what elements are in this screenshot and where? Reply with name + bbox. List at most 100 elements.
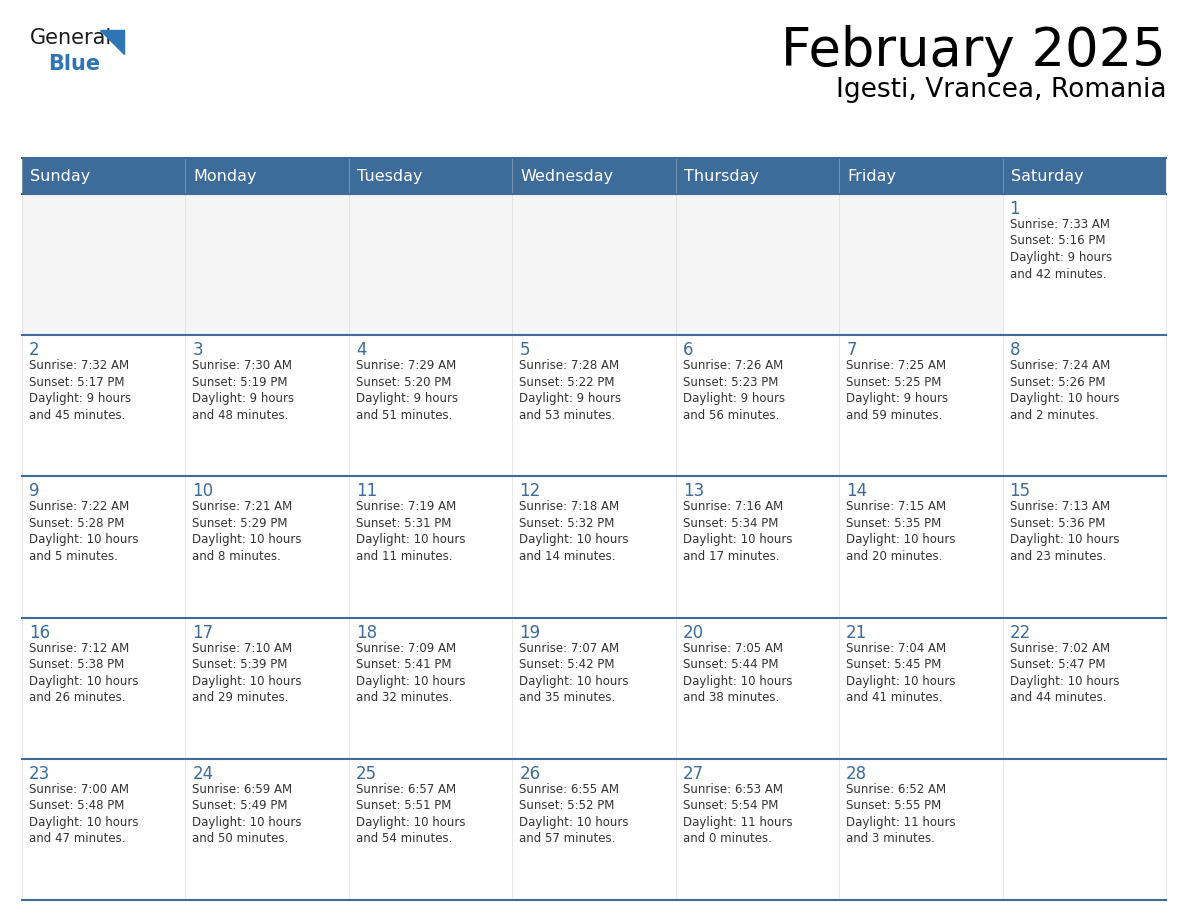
Text: Sunrise: 7:09 AM
Sunset: 5:41 PM
Daylight: 10 hours
and 32 minutes.: Sunrise: 7:09 AM Sunset: 5:41 PM Dayligh… [356,642,466,704]
Text: Sunrise: 6:57 AM
Sunset: 5:51 PM
Daylight: 10 hours
and 54 minutes.: Sunrise: 6:57 AM Sunset: 5:51 PM Dayligh… [356,783,466,845]
Text: 11: 11 [356,482,377,500]
Text: 27: 27 [683,765,703,783]
Bar [512,194,676,335]
Bar [185,759,349,900]
Text: Sunrise: 7:19 AM
Sunset: 5:31 PM
Daylight: 10 hours
and 11 minutes.: Sunrise: 7:19 AM Sunset: 5:31 PM Dayligh… [356,500,466,563]
Bar [23,335,185,476]
Text: Sunrise: 6:53 AM
Sunset: 5:54 PM
Daylight: 11 hours
and 0 minutes.: Sunrise: 6:53 AM Sunset: 5:54 PM Dayligh… [683,783,792,845]
Text: Sunrise: 7:12 AM
Sunset: 5:38 PM
Daylight: 10 hours
and 26 minutes.: Sunrise: 7:12 AM Sunset: 5:38 PM Dayligh… [29,642,139,704]
Text: 25: 25 [356,765,377,783]
Polygon shape [100,30,124,54]
Text: Sunrise: 7:26 AM
Sunset: 5:23 PM
Daylight: 9 hours
and 56 minutes.: Sunrise: 7:26 AM Sunset: 5:23 PM Dayligh… [683,359,785,421]
Bar [512,759,676,900]
Bar [1003,476,1165,618]
Text: Blue: Blue [48,54,100,74]
Bar [839,476,1003,618]
Bar [349,618,512,759]
Bar [1003,759,1165,900]
Text: 13: 13 [683,482,704,500]
Text: 28: 28 [846,765,867,783]
Text: Sunrise: 7:29 AM
Sunset: 5:20 PM
Daylight: 9 hours
and 51 minutes.: Sunrise: 7:29 AM Sunset: 5:20 PM Dayligh… [356,359,459,421]
Text: 16: 16 [29,623,50,642]
Text: 21: 21 [846,623,867,642]
Bar [512,618,676,759]
Text: Sunrise: 7:10 AM
Sunset: 5:39 PM
Daylight: 10 hours
and 29 minutes.: Sunrise: 7:10 AM Sunset: 5:39 PM Dayligh… [192,642,302,704]
Text: Sunrise: 7:28 AM
Sunset: 5:22 PM
Daylight: 9 hours
and 53 minutes.: Sunrise: 7:28 AM Sunset: 5:22 PM Dayligh… [519,359,621,421]
Text: 26: 26 [519,765,541,783]
Bar [23,618,185,759]
Text: 19: 19 [519,623,541,642]
Text: Sunrise: 7:21 AM
Sunset: 5:29 PM
Daylight: 10 hours
and 8 minutes.: Sunrise: 7:21 AM Sunset: 5:29 PM Dayligh… [192,500,302,563]
Text: 1: 1 [1010,200,1020,218]
Bar [676,759,839,900]
Bar [185,618,349,759]
Text: 23: 23 [29,765,50,783]
Text: 8: 8 [1010,341,1020,359]
Text: Igesti, Vrancea, Romania: Igesti, Vrancea, Romania [835,77,1165,103]
Text: Sunrise: 7:22 AM
Sunset: 5:28 PM
Daylight: 10 hours
and 5 minutes.: Sunrise: 7:22 AM Sunset: 5:28 PM Dayligh… [29,500,139,563]
Text: February 2025: February 2025 [782,25,1165,77]
Text: Sunrise: 7:00 AM
Sunset: 5:48 PM
Daylight: 10 hours
and 47 minutes.: Sunrise: 7:00 AM Sunset: 5:48 PM Dayligh… [29,783,139,845]
Bar [839,335,1003,476]
Text: Tuesday: Tuesday [356,169,423,184]
Text: Sunrise: 6:59 AM
Sunset: 5:49 PM
Daylight: 10 hours
and 50 minutes.: Sunrise: 6:59 AM Sunset: 5:49 PM Dayligh… [192,783,302,845]
Bar [23,476,185,618]
Text: Thursday: Thursday [684,169,759,184]
Bar [676,194,839,335]
Text: 14: 14 [846,482,867,500]
Bar [23,194,185,335]
Text: Monday: Monday [194,169,257,184]
Bar [676,335,839,476]
Text: 6: 6 [683,341,694,359]
Bar [512,335,676,476]
Text: General: General [30,28,112,48]
Text: Sunrise: 7:04 AM
Sunset: 5:45 PM
Daylight: 10 hours
and 41 minutes.: Sunrise: 7:04 AM Sunset: 5:45 PM Dayligh… [846,642,955,704]
Bar [1003,194,1165,335]
Bar [349,759,512,900]
Text: Saturday: Saturday [1011,169,1083,184]
Bar [1003,335,1165,476]
Text: Sunrise: 7:16 AM
Sunset: 5:34 PM
Daylight: 10 hours
and 17 minutes.: Sunrise: 7:16 AM Sunset: 5:34 PM Dayligh… [683,500,792,563]
Text: Sunrise: 7:07 AM
Sunset: 5:42 PM
Daylight: 10 hours
and 35 minutes.: Sunrise: 7:07 AM Sunset: 5:42 PM Dayligh… [519,642,628,704]
Text: Sunrise: 7:15 AM
Sunset: 5:35 PM
Daylight: 10 hours
and 20 minutes.: Sunrise: 7:15 AM Sunset: 5:35 PM Dayligh… [846,500,955,563]
Text: 18: 18 [356,623,377,642]
Text: 10: 10 [192,482,214,500]
Text: 4: 4 [356,341,366,359]
Text: 9: 9 [29,482,39,500]
Bar [839,759,1003,900]
Text: Sunrise: 6:55 AM
Sunset: 5:52 PM
Daylight: 10 hours
and 57 minutes.: Sunrise: 6:55 AM Sunset: 5:52 PM Dayligh… [519,783,628,845]
Text: Sunrise: 7:25 AM
Sunset: 5:25 PM
Daylight: 9 hours
and 59 minutes.: Sunrise: 7:25 AM Sunset: 5:25 PM Dayligh… [846,359,948,421]
Bar [349,476,512,618]
Text: 7: 7 [846,341,857,359]
Bar [512,476,676,618]
Bar [676,618,839,759]
Bar [185,194,349,335]
Text: 3: 3 [192,341,203,359]
Bar [1003,618,1165,759]
Text: Sunday: Sunday [30,169,90,184]
Bar [23,759,185,900]
Text: 22: 22 [1010,623,1031,642]
Bar [676,476,839,618]
Text: Sunrise: 7:02 AM
Sunset: 5:47 PM
Daylight: 10 hours
and 44 minutes.: Sunrise: 7:02 AM Sunset: 5:47 PM Dayligh… [1010,642,1119,704]
Text: Sunrise: 7:18 AM
Sunset: 5:32 PM
Daylight: 10 hours
and 14 minutes.: Sunrise: 7:18 AM Sunset: 5:32 PM Dayligh… [519,500,628,563]
Bar [349,335,512,476]
Text: Friday: Friday [847,169,896,184]
Text: Wednesday: Wednesday [520,169,613,184]
Text: 12: 12 [519,482,541,500]
Text: 24: 24 [192,765,214,783]
Bar [23,158,1165,194]
Bar [839,194,1003,335]
Bar [185,335,349,476]
Text: Sunrise: 7:05 AM
Sunset: 5:44 PM
Daylight: 10 hours
and 38 minutes.: Sunrise: 7:05 AM Sunset: 5:44 PM Dayligh… [683,642,792,704]
Text: Sunrise: 6:52 AM
Sunset: 5:55 PM
Daylight: 11 hours
and 3 minutes.: Sunrise: 6:52 AM Sunset: 5:55 PM Dayligh… [846,783,956,845]
Text: Sunrise: 7:33 AM
Sunset: 5:16 PM
Daylight: 9 hours
and 42 minutes.: Sunrise: 7:33 AM Sunset: 5:16 PM Dayligh… [1010,218,1112,281]
Text: Sunrise: 7:13 AM
Sunset: 5:36 PM
Daylight: 10 hours
and 23 minutes.: Sunrise: 7:13 AM Sunset: 5:36 PM Dayligh… [1010,500,1119,563]
Text: Sunrise: 7:32 AM
Sunset: 5:17 PM
Daylight: 9 hours
and 45 minutes.: Sunrise: 7:32 AM Sunset: 5:17 PM Dayligh… [29,359,131,421]
Text: 17: 17 [192,623,214,642]
Bar [185,476,349,618]
Bar [349,194,512,335]
Text: 20: 20 [683,623,703,642]
Text: 5: 5 [519,341,530,359]
Text: Sunrise: 7:24 AM
Sunset: 5:26 PM
Daylight: 10 hours
and 2 minutes.: Sunrise: 7:24 AM Sunset: 5:26 PM Dayligh… [1010,359,1119,421]
